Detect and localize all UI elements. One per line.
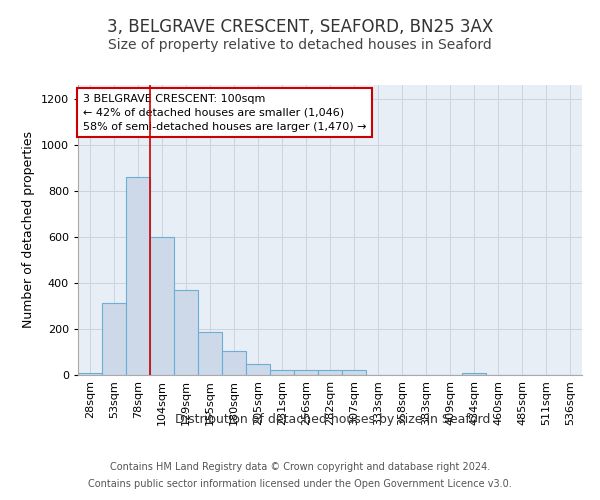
Bar (150, 237, 174, 375)
Bar (126, 177, 150, 375)
Bar (294, 370, 318, 375)
Bar (342, 370, 366, 375)
Text: Distribution of detached houses by size in Seaford: Distribution of detached houses by size … (175, 412, 491, 426)
Bar (246, 364, 270, 375)
Bar (318, 370, 342, 375)
Text: Contains public sector information licensed under the Open Government Licence v3: Contains public sector information licen… (88, 479, 512, 489)
Bar (222, 351, 246, 375)
Text: Size of property relative to detached houses in Seaford: Size of property relative to detached ho… (108, 38, 492, 52)
Bar (270, 370, 294, 375)
Text: Contains HM Land Registry data © Crown copyright and database right 2024.: Contains HM Land Registry data © Crown c… (110, 462, 490, 472)
Text: 3, BELGRAVE CRESCENT, SEAFORD, BN25 3AX: 3, BELGRAVE CRESCENT, SEAFORD, BN25 3AX (107, 18, 493, 36)
Bar (102, 302, 126, 375)
Text: 3 BELGRAVE CRESCENT: 100sqm
← 42% of detached houses are smaller (1,046)
58% of : 3 BELGRAVE CRESCENT: 100sqm ← 42% of det… (83, 94, 367, 132)
Bar (462, 373, 486, 375)
Bar (174, 290, 198, 375)
Y-axis label: Number of detached properties: Number of detached properties (22, 132, 35, 328)
Bar (78, 372, 102, 375)
Bar (198, 332, 222, 375)
